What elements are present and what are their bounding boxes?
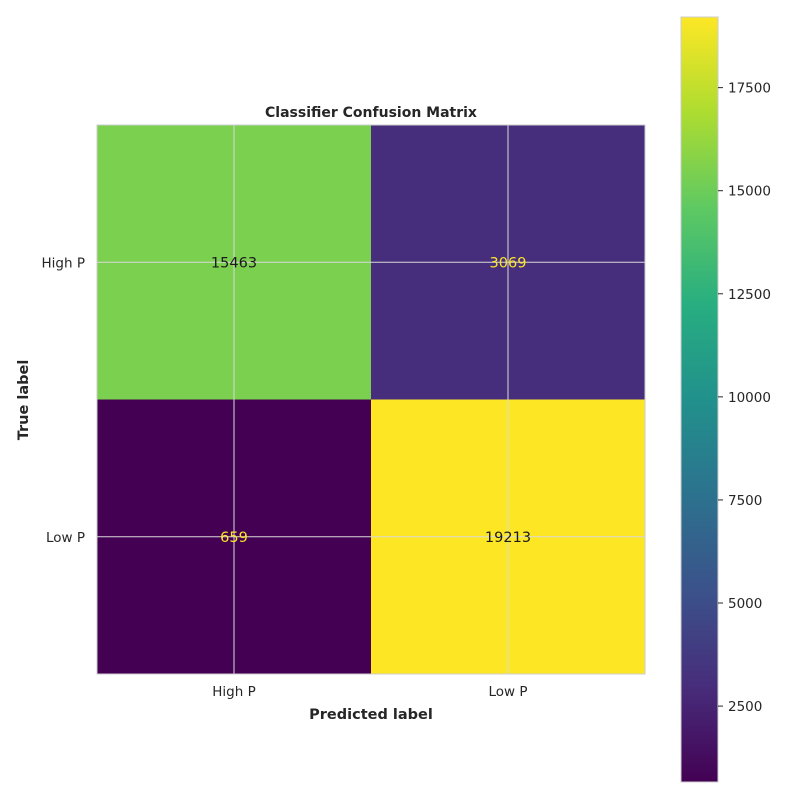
x-tick-label: High P [212, 684, 255, 700]
cell-value-1-0: 659 [220, 530, 248, 546]
cell-value-0-1: 3069 [490, 255, 527, 271]
colorbar-tick-label: 7500 [728, 493, 762, 509]
chart-title: Classifier Confusion Matrix [265, 105, 477, 121]
y-tick-label: Low P [46, 530, 85, 546]
y-tick-labels: High P Low P [42, 255, 85, 546]
cell-value-labels: 15463 3069 659 19213 [211, 255, 531, 546]
cell-value-1-1: 19213 [485, 530, 531, 546]
matrix-cells [97, 125, 645, 674]
x-tick-label: Low P [488, 684, 527, 700]
grid-lines [97, 125, 645, 674]
colorbar-ticks: 2500 5000 7500 10000 12500 15000 17500 [718, 81, 771, 715]
colorbar-tick-label: 15000 [728, 184, 771, 200]
colorbar-gradient [680, 16, 719, 783]
matrix-frame [96, 124, 646, 675]
colorbar-tick-label: 2500 [728, 699, 762, 715]
x-tick-labels: High P Low P [212, 684, 527, 700]
colorbar-tick-label: 10000 [728, 390, 771, 406]
colorbar-tick-label: 5000 [728, 596, 762, 612]
y-tick-label: High P [42, 255, 85, 271]
colorbar: 2500 5000 7500 10000 12500 15000 17500 [680, 16, 771, 783]
x-axis-label: Predicted label [309, 707, 433, 723]
cell-value-0-0: 15463 [211, 255, 257, 271]
y-axis-label: True label [16, 360, 32, 441]
colorbar-tick-label: 12500 [728, 287, 771, 303]
colorbar-tick-label: 17500 [728, 81, 771, 97]
